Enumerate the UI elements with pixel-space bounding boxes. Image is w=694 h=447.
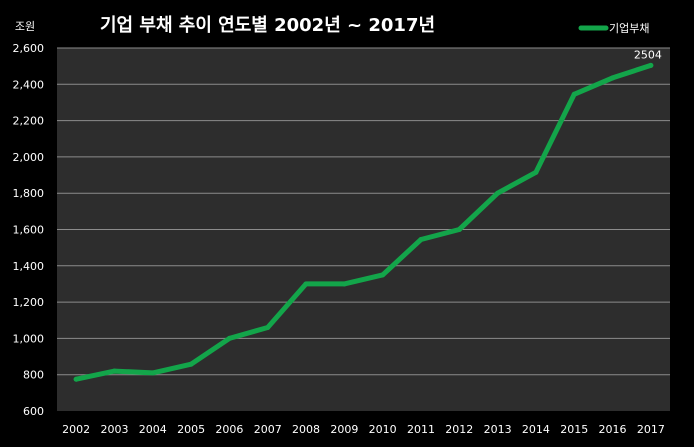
x-tick-label: 2008 [292,423,320,436]
x-tick-label: 2006 [215,423,243,436]
x-tick-label: 2002 [62,423,90,436]
y-tick-label: 2,200 [13,115,45,128]
x-tick-label: 2013 [484,423,512,436]
y-tick-label: 1,600 [13,224,45,237]
x-tick-label: 2007 [254,423,282,436]
legend-label: 기업부채 [609,22,649,35]
y-tick-label: 1,000 [13,332,45,345]
y-tick-label: 1,400 [13,260,45,273]
data-point [610,75,616,81]
x-tick-label: 2014 [522,423,550,436]
x-tick-label: 2016 [599,423,627,436]
y-tick-label: 1,800 [13,187,45,200]
data-point [111,368,117,374]
data-point [73,376,79,382]
x-tick-label: 2017 [637,423,665,436]
series-line [73,62,654,382]
x-tick-label: 2015 [560,423,588,436]
data-point [418,236,424,242]
x-tick-label: 2003 [100,423,128,436]
y-tick-label: 2,000 [13,151,45,164]
plot-area: 600 800 1,000 1,200 1,400 1,600 1,800 2,000 2,20… [13,42,670,436]
y-tick-label: 2,600 [13,42,45,55]
y-tick-label: 800 [23,369,44,382]
data-point [571,91,577,97]
data-point [533,169,539,175]
x-tick-label: 2012 [445,423,473,436]
data-point [341,281,347,287]
data-point [648,62,654,68]
data-point [265,325,271,331]
data-point [380,272,386,278]
legend: 기업부채 [578,22,649,35]
y-tick-label: 600 [23,405,44,418]
data-point [456,227,462,232]
x-tick-label: 2010 [369,423,397,436]
data-point [150,370,156,376]
x-tick-label: 2004 [139,423,167,436]
x-tick-label: 2011 [407,423,435,436]
x-tick-label: 2009 [330,423,358,436]
data-point [495,190,501,196]
x-tick-label: 2005 [177,423,205,436]
data-point [303,281,309,287]
y-tick-label: 2,400 [13,78,45,91]
data-point [188,361,194,367]
data-point [226,335,232,341]
chart-title: 기업 부채 추이 연도별 2002년 ~ 2017년 [100,15,435,36]
y-axis-unit-label: 조원 [15,20,35,33]
data-label: 2504 [634,48,662,61]
y-tick-label: 1,200 [13,296,45,309]
